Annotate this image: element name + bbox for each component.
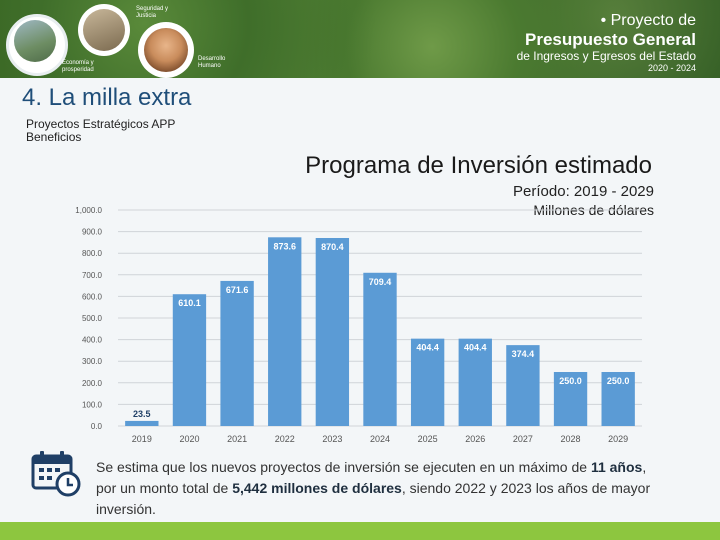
footnote-part-1: Se estima que los nuevos proyectos de in…: [96, 459, 591, 475]
brand-line-2: Presupuesto General: [524, 30, 696, 49]
y-tick-label: 100.0: [82, 400, 103, 409]
bar-value-label: 873.6: [273, 241, 296, 251]
y-tick-label: 300.0: [82, 357, 103, 366]
bar: [172, 294, 207, 426]
x-tick-label: 2029: [608, 434, 628, 444]
brand-line-1: • Proyecto de: [600, 12, 696, 29]
footnote: Se estima que los nuevos proyectos de in…: [96, 457, 666, 520]
footnote-part-3: , siendo 2022 y 2023 los años de mayor i…: [96, 480, 651, 517]
x-tick-label: 2020: [179, 434, 199, 444]
subtitle-line-1: Proyectos Estratégicos APP: [26, 117, 176, 131]
bar-chart: 0.0 100.0 200.0 300.0 400.0 500.0 600.0 700.0 80…: [75, 206, 642, 444]
bar-value-label: 374.4: [512, 349, 535, 359]
y-tick-label: 200.0: [82, 379, 103, 388]
caption-security: Seguridad y Justicia: [136, 6, 169, 19]
y-tick-label: 1,000.0: [75, 206, 102, 215]
y-tick-label: 500.0: [82, 314, 103, 323]
y-tick-label: 400.0: [82, 336, 103, 345]
y-tick-label: 800.0: [82, 249, 103, 258]
subtitle-line-2: Beneficios: [26, 130, 82, 144]
caption-economy: Economía y prosperidad: [62, 60, 94, 73]
chart-title: Programa de Inversión estimado: [305, 152, 652, 179]
bar-value-label: 671.6: [226, 285, 249, 295]
footnote-years: 11 años: [590, 459, 643, 475]
bar-value-label: 610.1: [178, 298, 201, 308]
subtitle: Proyectos Estratégicos APP Beneficios: [26, 118, 175, 144]
child-photo: [144, 28, 188, 72]
bar: [601, 372, 635, 426]
y-tick-label: 0.0: [91, 422, 103, 431]
bar-value-label: 23.5: [133, 409, 151, 419]
x-tick-label: 2025: [418, 434, 438, 444]
bar-value-label: 709.4: [369, 277, 392, 287]
bar: [268, 237, 302, 426]
road-photo: [14, 20, 56, 62]
brand-line-4: 2020 - 2024: [647, 63, 696, 73]
x-tick-label: 2024: [370, 434, 390, 444]
security-photo: [83, 9, 125, 51]
y-tick-label: 600.0: [82, 292, 103, 301]
x-tick-label: 2021: [227, 434, 247, 444]
calendar-clock-icon: [30, 448, 82, 498]
x-tick-label: 2023: [322, 434, 342, 444]
bar: [315, 237, 350, 426]
x-tick-label: 2028: [561, 434, 581, 444]
slide-title: 4. La milla extra: [22, 84, 192, 111]
bar: [220, 280, 254, 426]
brand-block: • Proyecto de Presupuesto General de Ing…: [517, 12, 696, 74]
bar: [458, 338, 492, 426]
bar: [125, 420, 159, 426]
x-tick-label: 2022: [275, 434, 295, 444]
bar: [506, 345, 540, 426]
bar-value-label: 404.4: [464, 343, 487, 353]
brand-line-3: de Ingresos y Egresos del Estado: [516, 49, 696, 63]
bar: [553, 372, 588, 426]
bar-value-label: 250.0: [607, 376, 630, 386]
bar: [363, 272, 397, 426]
bar-value-label: 404.4: [416, 343, 439, 353]
x-tick-label: 2019: [132, 434, 152, 444]
chart-period: Período: 2019 - 2029: [513, 183, 654, 200]
caption-human: Desarrollo Humano: [198, 56, 226, 69]
x-tick-label: 2026: [465, 434, 485, 444]
y-tick-label: 700.0: [82, 271, 103, 280]
bar-value-label: 870.4: [321, 242, 344, 252]
bar: [410, 338, 445, 426]
footnote-amount: 5,442 millones de dólares: [232, 480, 402, 496]
footnote-part-2: , por un monto total de: [96, 459, 647, 496]
header-banner: Seguridad y Justicia Economía y prosperi…: [0, 0, 720, 78]
y-tick-label: 900.0: [82, 228, 103, 237]
x-tick-label: 2027: [513, 434, 533, 444]
bottom-strip: [0, 522, 720, 540]
bar-value-label: 250.0: [559, 376, 582, 386]
